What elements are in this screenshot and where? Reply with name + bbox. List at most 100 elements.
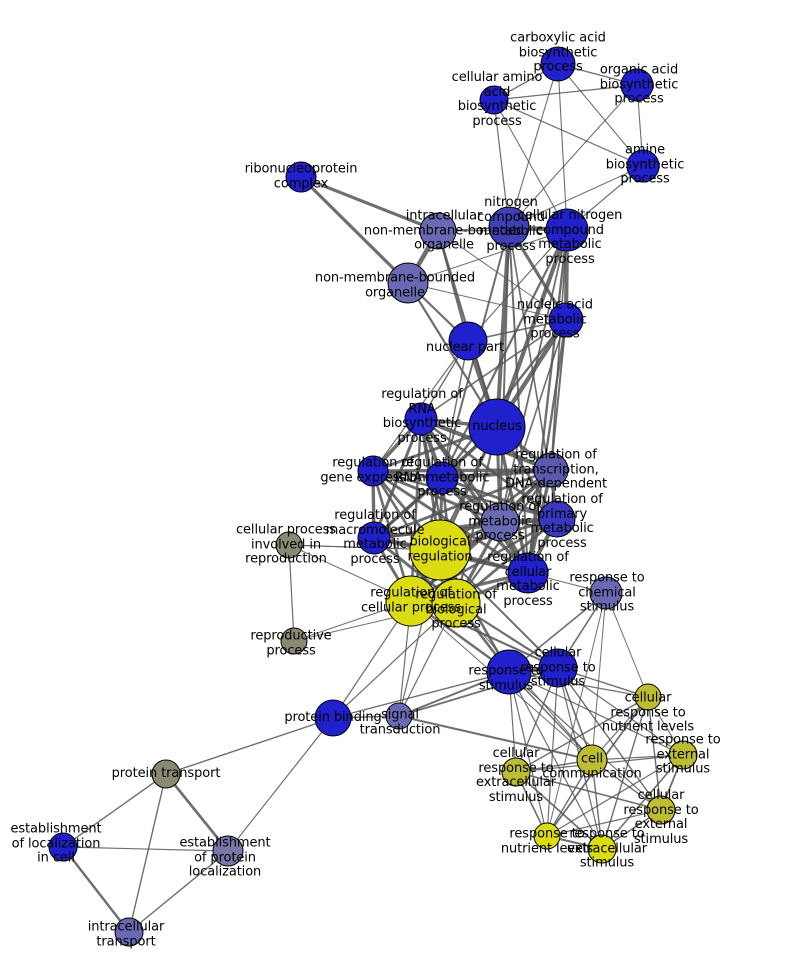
node-nucleus[interactable] [468, 398, 526, 456]
network-edge [419, 418, 530, 574]
node-nucleic_acid_metabolic[interactable] [548, 302, 584, 338]
network-edge [515, 771, 662, 811]
network-edge [493, 99, 510, 228]
network-edge [601, 754, 684, 850]
network-edge [420, 319, 567, 420]
network-edge [508, 671, 684, 756]
network-edge [372, 469, 501, 524]
node-cellular_response_nutrient_levels[interactable] [634, 683, 662, 711]
network-edge [508, 226, 529, 574]
node-cellular_response_stimulus[interactable] [538, 648, 578, 688]
node-cellular_response_external[interactable] [646, 795, 676, 825]
network-edge [62, 773, 167, 848]
network-edge [605, 592, 649, 698]
network-edge [493, 99, 644, 167]
node-establishment_localization_cell[interactable] [48, 832, 78, 862]
node-reg_metabolic_process[interactable] [480, 502, 520, 542]
node-reg_biological_process[interactable] [431, 578, 481, 628]
node-intracellular_transport[interactable] [114, 917, 144, 947]
network-edge [373, 517, 558, 540]
network-edge [128, 773, 167, 933]
node-reg_rna_bio_process[interactable] [404, 402, 438, 436]
node-reg_gene_expression[interactable] [357, 455, 389, 487]
network-edge [299, 175, 410, 285]
node-amine_bio[interactable] [626, 149, 660, 183]
network-edge [398, 667, 559, 717]
network-edge [332, 671, 510, 719]
node-response_nutrient_levels[interactable] [533, 822, 561, 850]
node-intracellular_non_membrane_organelle[interactable] [419, 212, 457, 250]
node-cellular_nitrogen_compound_metabolic[interactable] [545, 208, 589, 252]
network-edge [372, 468, 552, 473]
network-edge [493, 84, 638, 101]
network-edge [557, 63, 568, 231]
network-edge [227, 717, 334, 852]
network-edge [546, 592, 607, 837]
network-edge [441, 476, 558, 521]
network-edge [62, 846, 130, 933]
node-ribonucleoprotein_complex[interactable] [285, 161, 317, 193]
network-edge [515, 771, 603, 850]
node-response_stimulus[interactable] [486, 649, 532, 695]
network-edge [164, 773, 230, 852]
node-response_external_stimulus[interactable] [668, 740, 698, 770]
network-edge [493, 99, 568, 231]
node-cellular_response_extracellular[interactable] [501, 757, 531, 787]
network-edge [557, 667, 662, 811]
node-response_chemical_stimulus[interactable] [589, 576, 623, 610]
node-reg_macromolecule_metabolic[interactable] [357, 521, 391, 555]
node-reg_cellular_metabolic[interactable] [507, 552, 549, 594]
network-edge [441, 319, 567, 479]
network-edge [557, 63, 644, 167]
node-protein_binding[interactable] [314, 699, 352, 737]
network-edge [550, 229, 568, 471]
node-nuclear_part[interactable] [448, 321, 488, 361]
network-edge [407, 282, 567, 321]
network-edge [407, 229, 568, 284]
network-edge [546, 809, 662, 837]
network-edge [508, 63, 559, 228]
node-non_membrane_organelle[interactable] [387, 262, 429, 304]
network-edge [128, 850, 229, 933]
node-nitrogen_compound_metabolic[interactable] [488, 206, 530, 248]
node-reg_transcription_dna[interactable] [533, 452, 569, 488]
node-reg_rna_metabolic[interactable] [425, 461, 459, 495]
node-organic_acid_bio[interactable] [620, 68, 654, 102]
network-edge [508, 165, 644, 228]
node-cell_communication[interactable] [576, 744, 608, 776]
node-protein_transport[interactable] [151, 759, 181, 789]
network-edge [515, 696, 649, 773]
network-edge [557, 667, 684, 756]
network-edge [300, 175, 439, 233]
node-reproductive_process[interactable] [280, 627, 308, 655]
network-edge [508, 84, 638, 228]
node-establishment_protein_localization[interactable] [212, 835, 244, 867]
node-response_extracellular_stimulus[interactable] [587, 834, 617, 864]
network-edge [165, 717, 334, 775]
network-edge [647, 696, 662, 811]
node-carboxylic_acid_bio[interactable] [540, 46, 576, 82]
network-edge [526, 229, 569, 574]
node-reg_cellular_process[interactable] [385, 575, 437, 627]
network-edge [467, 229, 568, 342]
network-edge [288, 544, 295, 642]
network-edge [601, 696, 649, 850]
network-edge [508, 671, 603, 850]
network-edge [546, 754, 684, 837]
network-edge [409, 418, 423, 602]
node-biological_regulation[interactable] [409, 519, 471, 581]
network-edge [437, 230, 567, 321]
node-cellular_process_reproduction[interactable] [275, 531, 303, 559]
network-edge [332, 602, 457, 719]
node-reg_primary_metabolic[interactable] [538, 500, 576, 538]
network-edge [508, 671, 548, 837]
network-edge [373, 468, 552, 540]
node-cellular_amino_acid_bio[interactable] [479, 85, 509, 115]
network-edge [372, 469, 558, 521]
network-edge [62, 846, 229, 852]
network-edge [550, 319, 567, 471]
node-signal_transduction[interactable] [385, 702, 413, 730]
network-edge [398, 715, 593, 761]
